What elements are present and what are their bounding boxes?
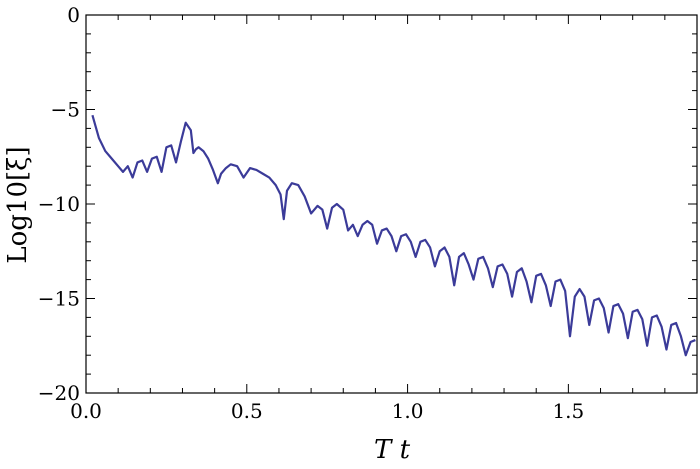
series-line-0 xyxy=(91,114,696,357)
y-tick-label: −20 xyxy=(38,381,80,405)
plot-frame xyxy=(85,14,698,394)
tick-labels: 0.0 0.5 1.0 1.5 0 −5 −10 −15 −20 xyxy=(38,3,584,423)
x-tick-label: 0.0 xyxy=(70,399,102,423)
x-tick-label: 1.0 xyxy=(392,399,424,423)
y-axis-title: Log10[ξ] xyxy=(3,146,33,263)
y-tick-label: −15 xyxy=(38,287,80,311)
series-layer xyxy=(91,114,696,357)
y-tick-label: −10 xyxy=(38,192,80,216)
y-tick-label: −5 xyxy=(51,98,80,122)
x-axis-title: T t xyxy=(374,435,411,465)
y-axis-title-text: Log10[ξ] xyxy=(3,146,33,263)
x-tick-label: 1.5 xyxy=(552,399,584,423)
y-tick-label: 0 xyxy=(67,3,80,27)
x-tick-label: 0.5 xyxy=(231,399,263,423)
axis-ticks xyxy=(85,14,698,394)
